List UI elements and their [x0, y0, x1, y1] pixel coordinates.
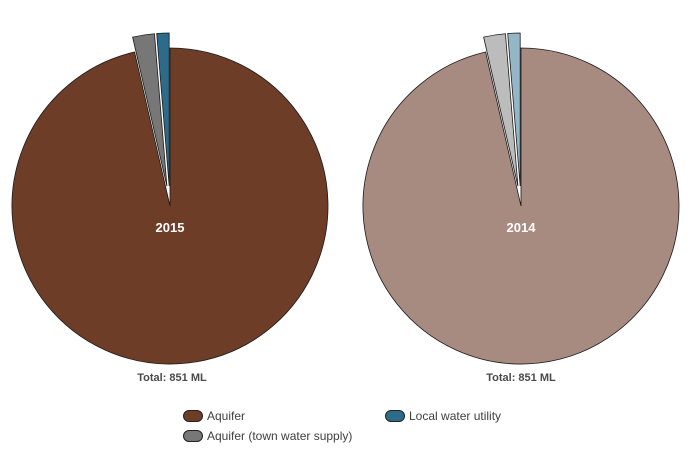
- legend-label-aquifer: Aquifer: [207, 409, 246, 423]
- legend-swatch-aquifer-town-water-supply: [183, 430, 203, 442]
- legend-item-aquifer-town-water-supply: Aquifer (town water supply): [183, 429, 352, 443]
- pie-year-label-2014: 2014: [507, 220, 537, 235]
- total-label-2014: Total: 851 ML: [486, 372, 556, 384]
- pie-2014-slice-aquifer-town-water-supply: [483, 33, 519, 187]
- pie-2014-slice-local-water-utility: [507, 32, 521, 187]
- pie-2015-slice-aquifer: [11, 47, 329, 365]
- legend-swatch-aquifer: [183, 410, 203, 422]
- pie-2015-slice-local-water-utility: [156, 32, 170, 187]
- legend-label-local-water-utility: Local water utility: [409, 409, 502, 423]
- legend-label-aquifer-town-water-supply: Aquifer (town water supply): [207, 429, 353, 443]
- legend-swatch-local-water-utility: [385, 410, 405, 422]
- pie-2014-slice-aquifer: [362, 47, 680, 365]
- pie-year-label-2015: 2015: [156, 220, 185, 235]
- pie-2015-slice-aquifer-town-water-supply: [132, 33, 168, 187]
- legend-item-local-water-utility: Local water utility: [385, 409, 501, 423]
- legend-item-aquifer: Aquifer: [183, 409, 245, 423]
- total-label-2015: Total: 851 ML: [137, 372, 207, 384]
